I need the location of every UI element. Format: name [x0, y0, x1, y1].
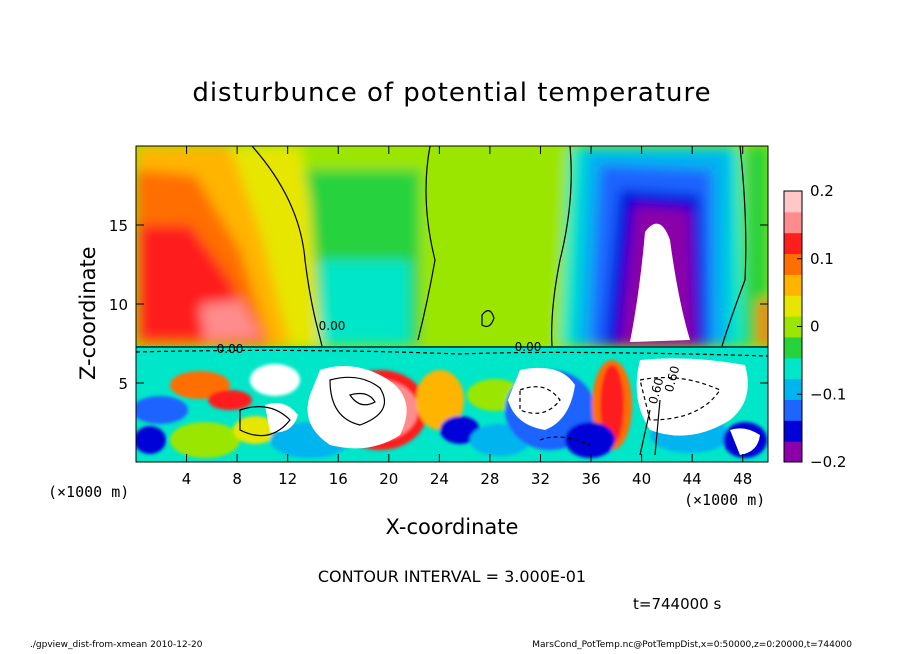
contour-label: 0.60 — [646, 376, 666, 405]
colorbar-swatch — [784, 441, 802, 463]
cold-edge-yellow — [745, 146, 768, 346]
colorbar-swatch — [784, 253, 802, 275]
x-tick-label: 28 — [480, 470, 499, 488]
colorbar-swatch — [784, 295, 802, 317]
lower-blob — [136, 396, 188, 424]
x-unit-right: (×1000 m) — [684, 491, 766, 509]
lower-blob — [440, 416, 480, 444]
y-axis-ticks: 5 10 15 — [109, 217, 768, 393]
cold-core-white — [630, 223, 690, 342]
colorbar-tick-label: −0.2 — [810, 453, 846, 471]
colorbar-swatch — [784, 336, 802, 359]
chart-title: disturbunce of potential temperature — [192, 78, 712, 108]
colorbar-swatch — [784, 399, 802, 421]
colorbar-tick-label: 0.2 — [810, 182, 834, 200]
x-tick-label: 24 — [430, 470, 449, 488]
x-unit-left: (×1000 m) — [48, 483, 130, 501]
contour-label: 0.00 — [217, 342, 244, 356]
warm-plume-pink — [200, 300, 262, 340]
contour-interval: CONTOUR INTERVAL = 3.000E-01 — [317, 567, 587, 586]
x-tick-label: 20 — [379, 470, 398, 488]
x-tick-label: 36 — [581, 470, 600, 488]
right-edge-warm — [758, 300, 768, 346]
colorbar-tick-label: 0 — [810, 318, 820, 336]
lower-white-region — [307, 366, 407, 449]
colorbar-swatch — [784, 211, 802, 234]
lower-blob — [233, 416, 277, 444]
colorbar-swatch — [784, 316, 802, 338]
contour-label: 0.00 — [319, 319, 346, 333]
contour-label: 0.00 — [515, 340, 542, 354]
lower-blob — [250, 364, 300, 396]
y-tick-label: 10 — [109, 296, 128, 314]
colorbar-swatch — [784, 232, 802, 255]
y-axis-label: Z-coordinate — [76, 246, 100, 380]
colorbar-swatch — [784, 420, 802, 442]
y-tick-label: 5 — [118, 375, 128, 393]
lower-blob — [170, 371, 230, 399]
footer-left: ./gpview_dist-from-xmean 2010-12-20 — [30, 640, 203, 650]
contour-label-layer: 0.00 0.00 0.00 0.600.60 — [217, 319, 683, 406]
temperature-field — [136, 146, 768, 462]
x-tick-label: 12 — [278, 470, 297, 488]
contour-label: 0.60 — [662, 364, 682, 393]
colorbar-tick-label: 0.1 — [810, 250, 834, 268]
lower-blob — [416, 370, 464, 430]
footer-right: MarsCond_PotTemp.nc@PotTempDist,x=0:5000… — [532, 640, 852, 650]
colorbar-swatch — [784, 357, 802, 380]
lower-blob — [208, 390, 252, 410]
x-tick-label: 44 — [683, 470, 702, 488]
colorbar-tick-label: −0.1 — [810, 385, 846, 403]
x-tick-label: 4 — [182, 470, 192, 488]
x-tick-label: 16 — [329, 470, 348, 488]
lower-white-region — [508, 367, 575, 430]
x-tick-label: 40 — [632, 470, 651, 488]
lower-blob — [170, 422, 240, 458]
x-tick-label: 8 — [232, 470, 242, 488]
lower-white-region — [265, 402, 298, 433]
x-axis-label: X-coordinate — [385, 515, 519, 539]
upper-right-green — [440, 160, 580, 346]
lower-blob — [136, 426, 166, 454]
lower-blob — [600, 365, 624, 445]
colorbar-swatch — [784, 191, 802, 213]
lower-white-region — [730, 428, 760, 455]
colorbar: 0.2 0.1 0 −0.1 −0.2 — [783, 182, 846, 471]
colorbar-swatch — [784, 274, 802, 296]
x-tick-label: 48 — [733, 470, 752, 488]
lower-blob — [565, 422, 615, 458]
upper-cyan-core — [320, 260, 410, 346]
colorbar-swatch — [784, 378, 802, 400]
x-tick-label: 32 — [531, 470, 550, 488]
time-label: t=744000 s — [633, 595, 722, 613]
x-axis-ticks: 4 8 12 16 20 24 28 32 36 40 44 48 — [182, 146, 752, 488]
contour-lines — [136, 146, 768, 456]
y-tick-label: 15 — [109, 217, 128, 235]
